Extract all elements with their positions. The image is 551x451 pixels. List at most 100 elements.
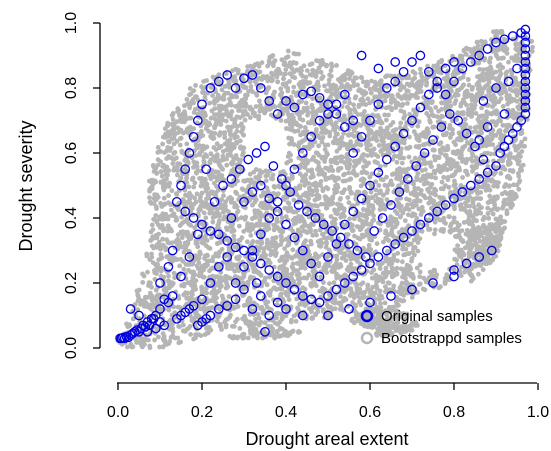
bootstrap-point [365,142,371,148]
bootstrap-point [284,160,290,166]
bootstrap-point [291,89,296,95]
bootstrap-point [399,280,405,286]
bootstrap-point [147,305,153,311]
bootstrap-point [493,52,499,57]
bootstrap-point [382,300,388,306]
bootstrap-point [310,105,315,111]
bootstrap-point [137,340,142,345]
bootstrap-point [124,321,129,327]
bootstrap-point [208,327,214,333]
bootstrap-point [463,51,469,57]
bootstrap-point [412,155,418,161]
bootstrap-point [347,76,352,81]
bootstrap-point [260,74,266,79]
bootstrap-point [342,296,348,302]
bootstrap-point [490,211,496,217]
bootstrap-point [301,84,306,90]
bootstrap-point [281,62,287,67]
bootstrap-point [195,313,200,319]
bootstrap-point [225,152,231,158]
bootstrap-point [201,160,207,165]
bootstrap-point [375,113,381,118]
bootstrap-point [406,242,411,248]
bootstrap-point [312,197,318,203]
bootstrap-point [431,267,437,273]
bootstrap-point [453,226,458,232]
bootstrap-point [472,186,478,192]
bootstrap-point [378,197,384,203]
bootstrap-point [245,281,251,286]
bootstrap-point [200,90,206,95]
bootstrap-point [452,72,458,78]
bootstrap-point [216,145,222,151]
bootstrap-point [320,231,325,237]
bootstrap-point [148,229,154,235]
bootstrap-point [383,265,389,271]
bootstrap-point [241,103,247,109]
bootstrap-point [358,302,364,308]
bootstrap-point [239,275,245,281]
bootstrap-point [322,129,328,135]
bootstrap-point [423,279,429,285]
bootstrap-point [209,289,215,295]
bootstrap-point [414,163,420,169]
bootstrap-point [382,274,388,280]
bootstrap-point [382,98,388,104]
bootstrap-point [172,149,178,155]
bootstrap-point [253,104,259,109]
bootstrap-point [455,111,460,117]
bootstrap-point [388,214,394,220]
bootstrap-point [440,167,446,173]
bootstrap-point [166,273,171,279]
bootstrap-point [392,97,397,103]
bootstrap-point [247,171,253,177]
bootstrap-point [323,239,329,245]
bootstrap-point [470,158,475,164]
bootstrap-point [463,200,468,206]
bootstrap-point [508,67,514,73]
bootstrap-point [293,209,299,215]
bootstrap-point [147,178,152,184]
bootstrap-point [405,101,410,106]
bootstrap-point [352,233,357,239]
bootstrap-point [366,117,372,123]
bootstrap-point [267,54,273,60]
bootstrap-point [214,295,220,301]
bootstrap-point [153,213,159,218]
bootstrap-point [400,101,406,107]
bootstrap-point [311,188,316,194]
bootstrap-point [448,103,453,109]
bootstrap-point [376,183,382,188]
bootstrap-point [364,215,370,221]
bootstrap-point [159,173,165,179]
bootstrap-point [191,88,197,94]
bootstrap-point [410,77,416,83]
bootstrap-point [421,275,427,281]
bootstrap-point [414,215,420,221]
bootstrap-point [504,51,510,56]
bootstrap-point [513,87,519,93]
bootstrap-point [199,128,204,134]
bootstrap-point [463,160,469,166]
bootstrap-point [306,192,312,198]
bootstrap-point [241,280,246,286]
bootstrap-point [478,196,484,202]
bootstrap-point [309,192,315,198]
bootstrap-point [479,90,485,96]
bootstrap-point [207,160,213,166]
bootstrap-point [353,109,358,115]
bootstrap-point [200,86,206,91]
bootstrap-point [318,69,324,75]
bootstrap-point [374,286,380,291]
bootstrap-point [364,79,370,85]
bootstrap-point [373,179,379,185]
bootstrap-point [395,93,401,99]
bootstrap-point [417,269,423,275]
bootstrap-point [166,155,172,160]
bootstrap-point [424,111,430,116]
bootstrap-point [399,160,405,166]
bootstrap-point [286,113,292,119]
bootstrap-point [240,132,246,138]
bootstrap-point [224,156,230,162]
bootstrap-point [207,268,212,274]
